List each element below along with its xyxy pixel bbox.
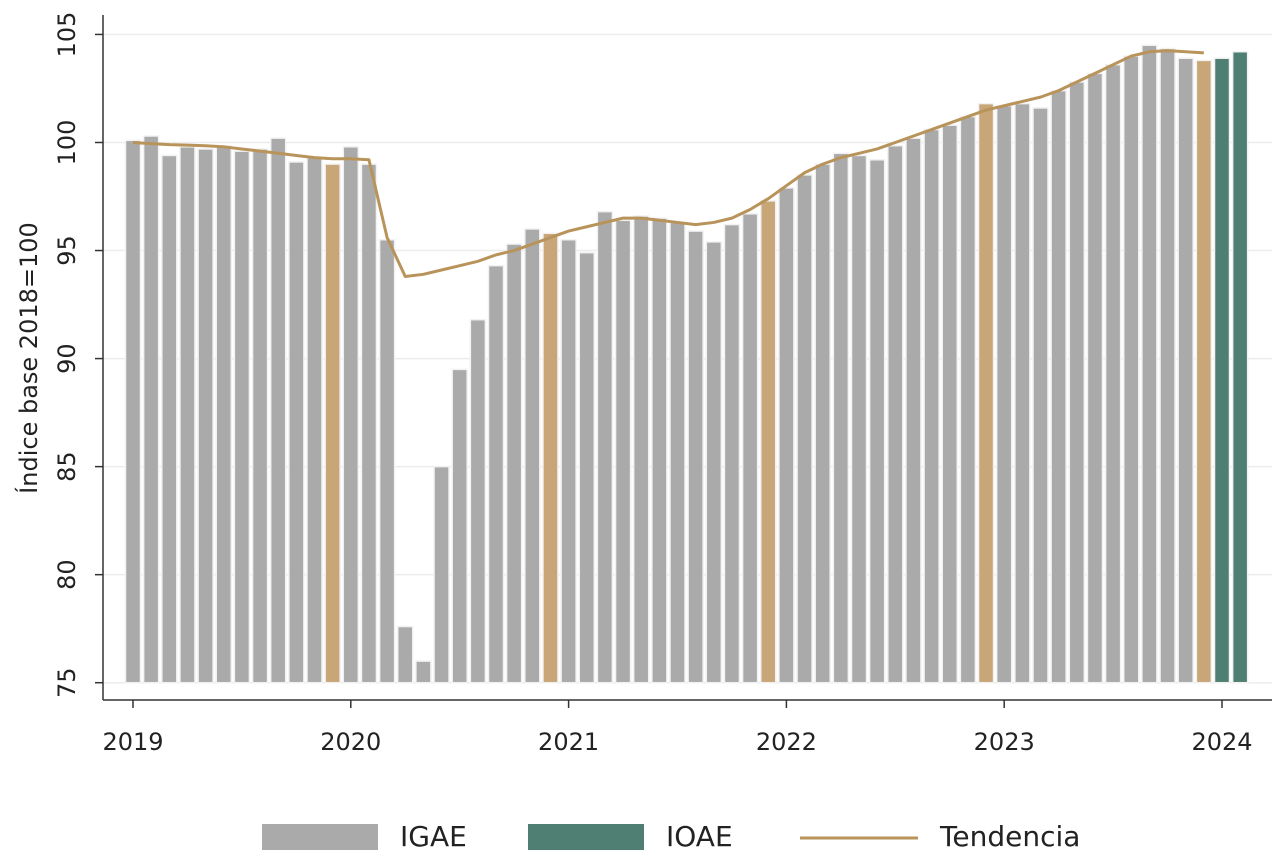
bar bbox=[796, 174, 813, 684]
bar bbox=[161, 154, 178, 684]
bar bbox=[1014, 102, 1031, 684]
bar bbox=[651, 217, 668, 684]
bar bbox=[941, 124, 958, 684]
x-tick-label: 2020 bbox=[320, 728, 381, 756]
bar bbox=[905, 137, 922, 684]
y-tick-label: 100 bbox=[53, 120, 81, 166]
legend-label: IOAE bbox=[666, 820, 733, 850]
bar bbox=[1032, 107, 1049, 684]
bar bbox=[415, 660, 432, 684]
bar bbox=[251, 148, 269, 684]
bar bbox=[197, 148, 214, 684]
bar bbox=[1068, 81, 1086, 684]
y-tick-label: 80 bbox=[53, 559, 81, 590]
bar bbox=[560, 238, 577, 684]
x-tick-label: 2023 bbox=[974, 728, 1035, 756]
x-tick-label: 2021 bbox=[538, 728, 599, 756]
bar bbox=[1104, 63, 1122, 684]
bar bbox=[832, 152, 850, 684]
legend-label: Tendencia bbox=[939, 820, 1080, 850]
y-tick-label: 90 bbox=[53, 343, 81, 374]
bar bbox=[669, 221, 686, 684]
bar bbox=[1123, 55, 1140, 684]
bar bbox=[596, 210, 614, 684]
x-tick-label: 2022 bbox=[756, 728, 817, 756]
bar bbox=[814, 163, 831, 684]
bar bbox=[687, 230, 704, 684]
bar bbox=[578, 251, 595, 684]
bar bbox=[1195, 59, 1213, 684]
bar bbox=[451, 368, 468, 684]
bar bbox=[887, 144, 904, 684]
bar bbox=[959, 115, 977, 684]
bar bbox=[233, 150, 251, 684]
bar bbox=[1141, 44, 1158, 684]
legend-swatch bbox=[528, 824, 644, 852]
bar bbox=[1231, 50, 1249, 684]
bar bbox=[778, 187, 795, 684]
bar bbox=[760, 200, 777, 684]
bar bbox=[1159, 47, 1176, 684]
x-tick-label: 2019 bbox=[102, 728, 163, 756]
x-tick-label: 2024 bbox=[1191, 728, 1252, 756]
y-tick-label: 75 bbox=[53, 667, 81, 698]
bar bbox=[378, 238, 396, 684]
bar bbox=[614, 219, 632, 684]
bar bbox=[487, 264, 505, 684]
bar bbox=[1177, 57, 1194, 684]
y-tick-label: 105 bbox=[53, 12, 81, 58]
bar bbox=[705, 241, 723, 684]
legend-swatch bbox=[262, 824, 378, 852]
bar bbox=[868, 159, 886, 684]
trend-line bbox=[132, 49, 1204, 278]
bar bbox=[215, 144, 232, 684]
bar bbox=[269, 137, 287, 684]
bar bbox=[306, 156, 323, 684]
bar bbox=[1050, 89, 1067, 684]
bar bbox=[124, 139, 142, 684]
bar bbox=[542, 232, 559, 684]
bar bbox=[324, 163, 341, 684]
bar bbox=[1213, 57, 1231, 684]
bar bbox=[142, 135, 160, 684]
bar bbox=[505, 243, 523, 684]
bar bbox=[524, 228, 541, 684]
bar bbox=[850, 154, 868, 684]
bar bbox=[923, 128, 940, 684]
y-tick-label: 95 bbox=[53, 235, 81, 266]
bar bbox=[723, 223, 741, 684]
y-tick-label: 85 bbox=[53, 451, 81, 482]
bar bbox=[397, 625, 414, 684]
bar bbox=[977, 102, 995, 684]
bar bbox=[1086, 72, 1104, 684]
bar bbox=[360, 163, 378, 684]
legend-label: IGAE bbox=[400, 820, 467, 850]
bar bbox=[433, 465, 450, 684]
bar bbox=[741, 213, 759, 684]
bar bbox=[288, 161, 305, 684]
bar bbox=[995, 105, 1013, 684]
bar bbox=[342, 146, 360, 684]
y-axis-label: Índice base 2018=100 bbox=[14, 222, 43, 494]
bar bbox=[469, 318, 487, 684]
bar bbox=[632, 215, 650, 684]
bar bbox=[179, 146, 196, 684]
